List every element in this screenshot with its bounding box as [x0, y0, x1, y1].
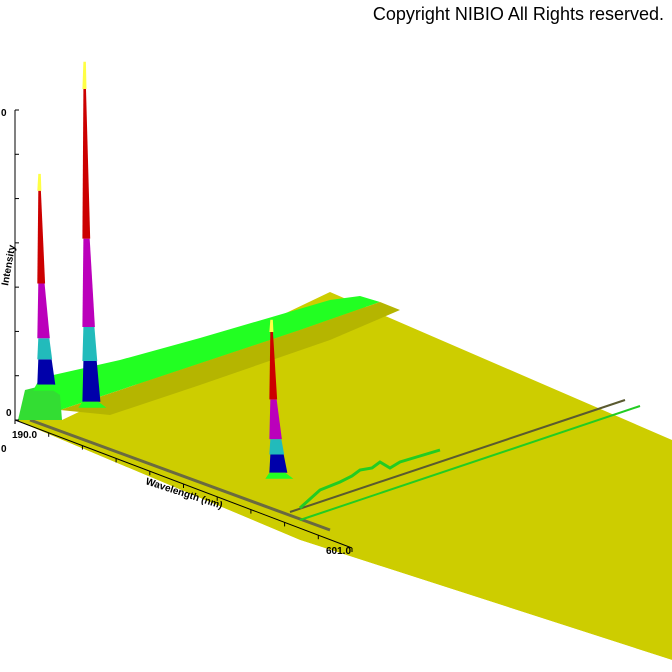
- copyright-text: Copyright NIBIO All Rights reserved.: [372, 4, 664, 24]
- surface-hump: [18, 385, 62, 420]
- peak-band: [37, 173, 42, 191]
- peak-base: [265, 472, 294, 479]
- noise-band: [298, 448, 441, 510]
- peak-band: [37, 359, 56, 385]
- x-tick-label-start: 190.0: [12, 430, 37, 441]
- peak-base: [78, 401, 107, 408]
- peak-3: [265, 319, 294, 479]
- peak-band: [269, 332, 278, 400]
- x-tick-label-end: 601.0: [326, 546, 351, 557]
- peak-band: [37, 338, 53, 360]
- surface-trough: [29, 418, 331, 532]
- peak-band: [269, 319, 274, 333]
- peak-band: [269, 399, 282, 440]
- y-tick-label-top: 0: [1, 108, 7, 119]
- surface-ridge: [25, 296, 380, 410]
- peak-1: [33, 173, 62, 391]
- peak-band: [269, 454, 288, 473]
- surface-ridge-shadow: [60, 302, 400, 415]
- y-tick-label-bottom: 0: [1, 444, 7, 455]
- surface-plane-front: [0, 420, 672, 672]
- peak-band: [82, 238, 95, 328]
- peak-2: [78, 61, 107, 408]
- surface-trough: [289, 399, 626, 513]
- peak-band: [269, 439, 285, 455]
- peak-band: [37, 190, 46, 284]
- peak-band: [82, 61, 87, 90]
- peak-band: [37, 283, 50, 339]
- peak-band: [82, 89, 91, 239]
- surface-trough: [299, 405, 641, 521]
- peak-band: [82, 361, 101, 402]
- peak-band: [82, 327, 98, 362]
- peak-base: [33, 384, 62, 391]
- y-tick-label-zero: 0: [6, 408, 12, 419]
